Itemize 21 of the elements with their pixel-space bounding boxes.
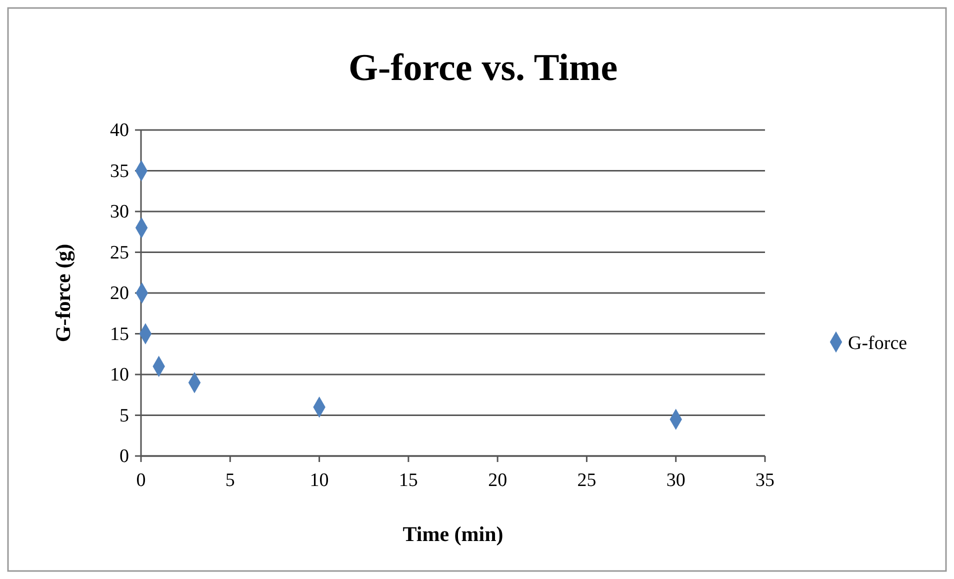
x-tick-label: 35 [756,470,774,491]
y-axis-title: G-force (g) [51,244,75,342]
x-tick-label: 10 [310,470,329,491]
y-tick-label: 15 [110,324,129,345]
x-tick-label: 0 [136,470,146,491]
x-axis-title: Time (min) [402,522,504,546]
x-tick-label: 20 [488,470,508,491]
x-tick-label: 25 [577,470,596,491]
x-tick-label: 5 [225,470,235,491]
y-tick-label: 40 [110,120,129,141]
x-tick-label: 15 [398,470,418,491]
y-tick-label: 10 [110,364,129,386]
y-tick-label: 25 [110,242,129,264]
y-tick-label: 35 [110,160,129,182]
y-tick-label: 20 [110,283,129,304]
legend-label: G-force [848,333,908,354]
y-tick-label: 5 [120,405,129,426]
y-tick-label: 0 [120,446,129,467]
y-tick-label: 30 [110,202,129,222]
x-tick-label: 30 [666,470,686,491]
chart-title: G-force vs. Time [348,47,618,89]
